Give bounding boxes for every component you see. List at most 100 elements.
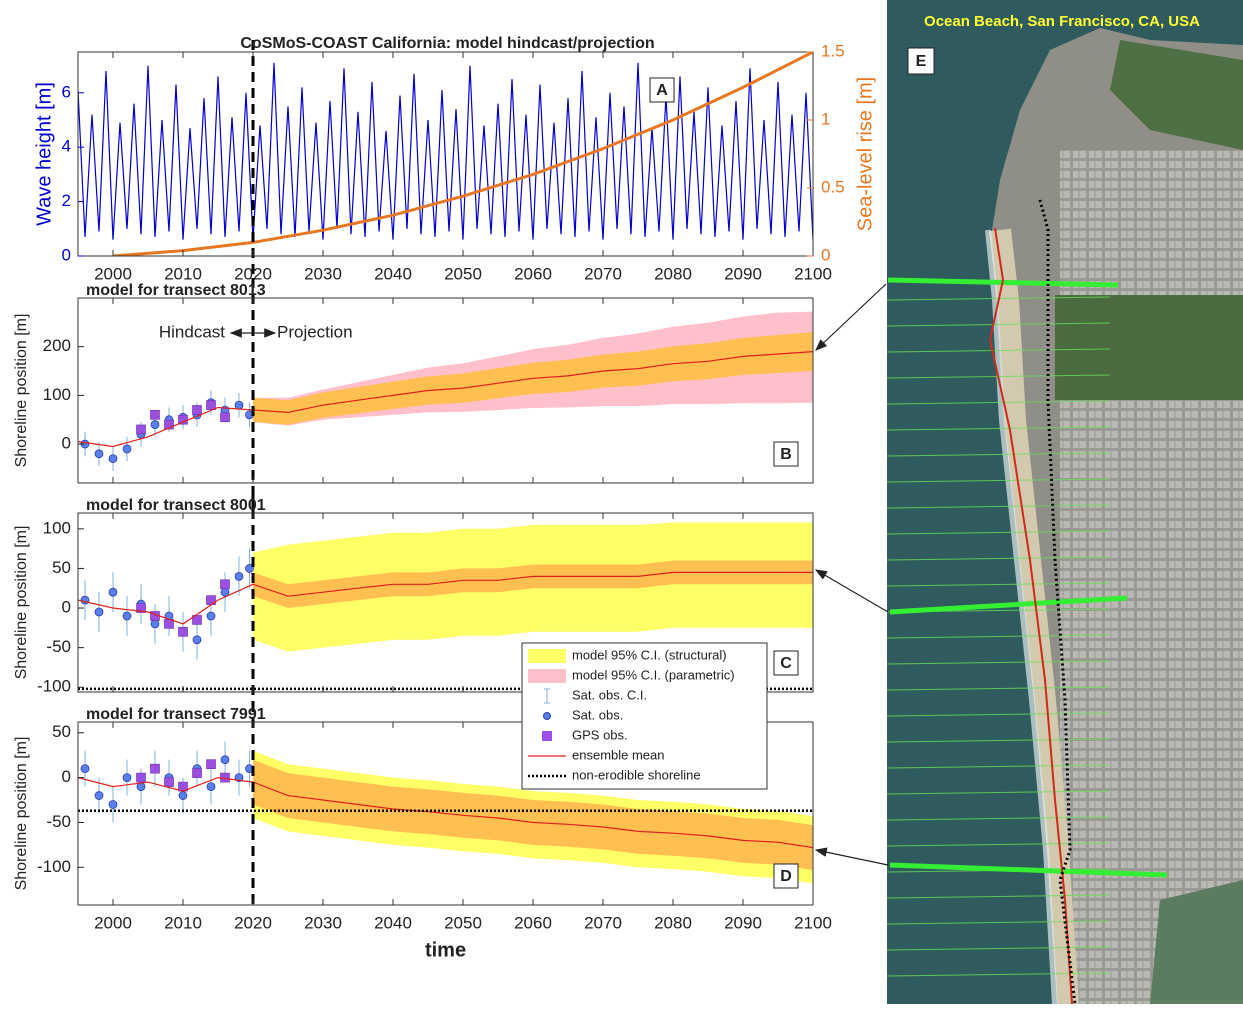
sat-point: [81, 765, 89, 773]
gps-point: [151, 764, 160, 773]
gps-point: [221, 413, 230, 422]
y-tick-label: 4: [62, 137, 71, 156]
sat-point: [221, 588, 229, 596]
sat-point: [207, 612, 215, 620]
panel-label: A: [656, 82, 668, 99]
gps-point: [207, 760, 216, 769]
x-tick-label: 2080: [654, 913, 692, 932]
y-tick-label: 50: [52, 722, 71, 741]
gps-point: [207, 401, 216, 410]
panel-label: E: [916, 53, 927, 70]
x-tick-label: 2090: [724, 264, 762, 283]
y-tick-label: 200: [43, 336, 71, 355]
x-tick-label: 2050: [444, 913, 482, 932]
arrow: [816, 570, 888, 612]
sat-point: [109, 588, 117, 596]
sat-point: [123, 445, 131, 453]
y2-tick-label: 0: [821, 245, 830, 264]
y-tick-label: -100: [37, 857, 71, 876]
y-axis-label: Wave height [m]: [33, 82, 55, 226]
sat-point: [123, 612, 131, 620]
x-tick-label: 2070: [584, 264, 622, 283]
sat-point: [235, 401, 243, 409]
chart-title: model for transect 8001: [86, 497, 266, 514]
y-axis-label: Shoreline position [m]: [13, 314, 30, 468]
gps-point: [151, 410, 160, 419]
x-tick-label: 2090: [724, 913, 762, 932]
legend-swatch: [528, 669, 566, 683]
x-tick-label: 2080: [654, 264, 692, 283]
x-tick-label: 2030: [304, 264, 342, 283]
x-tick-label: 2010: [164, 913, 202, 932]
y-tick-label: 0: [62, 767, 71, 786]
y-tick-label: 100: [43, 385, 71, 404]
x-tick-label: 2000: [94, 264, 132, 283]
y2-tick-label: 1.5: [821, 41, 845, 60]
legend-swatch: [542, 731, 552, 741]
sat-point: [95, 792, 103, 800]
legend: model 95% C.I. (structural) model 95% C.I…: [522, 643, 767, 789]
gps-point: [179, 627, 188, 636]
legend-label: ensemble mean: [572, 747, 665, 762]
y-tick-label: 0: [62, 598, 71, 617]
legend-label: GPS obs.: [572, 727, 628, 742]
gps-point: [165, 778, 174, 787]
chart-title: CoSMoS-COAST California: model hindcast/…: [240, 35, 654, 52]
arrow: [816, 850, 888, 865]
legend-swatch: [528, 649, 566, 663]
sat-point: [95, 450, 103, 458]
x-tick-label: 2040: [374, 264, 412, 283]
x-tick-label: 2010: [164, 264, 202, 283]
page: Ocean Beach, San Francisco, CA, USA E 20…: [0, 0, 1243, 1004]
y-tick-label: 100: [43, 518, 71, 537]
y-tick-label: -50: [46, 812, 71, 831]
arrow: [816, 284, 886, 350]
panel-label: C: [780, 655, 792, 672]
sat-point: [221, 756, 229, 764]
y-tick-label: 6: [62, 82, 71, 101]
sat-point: [193, 636, 201, 644]
sat-point: [109, 455, 117, 463]
panel-label: B: [780, 446, 792, 463]
x-tick-label: 2020: [234, 913, 272, 932]
x-tick-label: 2070: [584, 913, 622, 932]
sat-point: [151, 421, 159, 429]
x-axis-label: time: [425, 939, 466, 961]
x-tick-label: 2100: [794, 913, 832, 932]
x-tick-label: 2000: [94, 913, 132, 932]
gps-point: [137, 773, 146, 782]
sat-point: [109, 801, 117, 809]
legend-label: Sat. obs. C.I.: [572, 687, 647, 702]
y-tick-label: -50: [46, 637, 71, 656]
sat-point: [123, 774, 131, 782]
panel-label: D: [780, 868, 792, 885]
x-tick-label: 2060: [514, 913, 552, 932]
y-tick-label: 50: [52, 558, 71, 577]
y2-tick-label: 0.5: [821, 177, 845, 196]
annotation: Hindcast: [159, 322, 225, 341]
gps-point: [193, 769, 202, 778]
chart-title: model for transect 7991: [86, 706, 266, 723]
x-tick-label: 2100: [794, 264, 832, 283]
y-tick-label: -100: [37, 677, 71, 696]
sat-point: [207, 783, 215, 791]
map-panel: Ocean Beach, San Francisco, CA, USA E: [887, 0, 1243, 1004]
y-axis-label: Shoreline position [m]: [13, 526, 30, 680]
y-tick-label: 0: [62, 434, 71, 453]
chart-title: model for transect 8013: [86, 282, 266, 299]
gps-point: [137, 425, 146, 434]
gps-point: [193, 405, 202, 414]
legend-label: model 95% C.I. (structural): [572, 647, 727, 662]
x-tick-label: 2060: [514, 264, 552, 283]
sat-point: [151, 620, 159, 628]
x-tick-label: 2030: [304, 913, 342, 932]
park: [1055, 295, 1243, 400]
legend-label: model 95% C.I. (parametric): [572, 667, 735, 682]
annotation: Projection: [277, 322, 353, 341]
legend-label: Sat. obs.: [572, 707, 623, 722]
y2-axis-label: Sea-level rise [m]: [854, 77, 876, 232]
legend-label: non-erodible shoreline: [572, 767, 701, 782]
y-axis-label: Shoreline position [m]: [13, 737, 30, 891]
x-tick-label: 2040: [374, 913, 412, 932]
y-tick-label: 0: [62, 245, 71, 264]
